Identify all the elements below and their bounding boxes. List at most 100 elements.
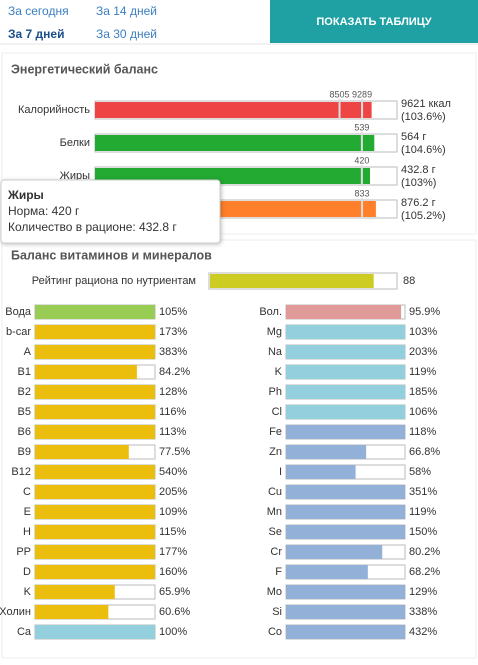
nutrient-percent: 177%	[159, 546, 187, 558]
nutrient-label: Cu	[268, 486, 282, 498]
energy-percent: (103.6%)	[401, 111, 446, 123]
nutrient-percent: 119%	[409, 366, 437, 378]
rating-bar	[210, 274, 374, 288]
nutrient-percent: 58%	[409, 466, 431, 478]
energy-percent: (104.6%)	[401, 144, 446, 156]
nutrient-percent: 105%	[159, 306, 187, 318]
nutrient-percent: 65.9%	[159, 586, 190, 598]
nutrient-bar	[286, 525, 405, 539]
nutrient-bar	[35, 345, 155, 359]
nutrient-label: B12	[11, 466, 31, 478]
energy-label: Жиры	[60, 170, 90, 182]
nutrient-percent: 540%	[159, 466, 187, 478]
nutrient-label: Ph	[269, 386, 282, 398]
energy-label: Белки	[60, 137, 90, 149]
nutrient-percent: 118%	[409, 426, 437, 438]
nutrient-bar	[286, 425, 405, 439]
rating-label: Рейтинг рациона по нутриентам	[32, 275, 196, 287]
energy-bar	[95, 102, 372, 118]
button-label[interactable]: ПОКАЗАТЬ ТАБЛИЦУ	[316, 16, 431, 28]
nutrient-label: B9	[18, 446, 31, 458]
nutrient-percent: 383%	[159, 346, 187, 358]
nutrient-label: B1	[18, 366, 31, 378]
nutrient-label: E	[24, 506, 31, 518]
nutrient-label: Se	[269, 526, 282, 538]
energy-bar	[95, 135, 375, 151]
energy-percent: (103%)	[401, 177, 436, 189]
nutrient-label: Вол.	[259, 306, 282, 318]
norm-label: 8505	[330, 89, 350, 99]
nutrient-label: Fe	[269, 426, 282, 438]
nutrient-bar	[286, 545, 383, 559]
nutrient-bar	[286, 385, 405, 399]
nutrient-percent: 100%	[159, 626, 187, 638]
energy-value: 432.8 г	[401, 164, 436, 176]
nutrient-label: Co	[268, 626, 282, 638]
nutrient-percent: 432%	[409, 626, 437, 638]
nutrient-label: Mg	[267, 326, 282, 338]
nutrient-label: C	[23, 486, 31, 498]
energy-title: Энергетический баланс	[11, 62, 158, 76]
nutrient-percent: 351%	[409, 486, 437, 498]
tab[interactable]: За 7 дней	[8, 27, 64, 41]
nutrient-bar	[286, 485, 405, 499]
energy-value: 876.2 г	[401, 197, 436, 209]
energy-percent: (105.2%)	[401, 210, 446, 222]
nutrient-label: Холин	[0, 606, 31, 618]
tooltip	[0, 179, 221, 244]
energy-value: 9621 ккал	[401, 98, 451, 110]
nutrient-bar	[35, 465, 155, 479]
tooltip-line: Норма: 420 г	[8, 204, 80, 218]
nutrient-percent: 129%	[409, 586, 437, 598]
energy-label: Калорийность	[18, 104, 90, 116]
tab[interactable]: За 14 дней	[96, 4, 157, 18]
energy-panel	[1, 52, 477, 235]
nutrient-percent: 185%	[409, 386, 437, 398]
nutrient-label: Mn	[267, 506, 282, 518]
nutrient-label: B6	[18, 426, 31, 438]
nutrient-bar	[286, 465, 356, 479]
nutrient-percent: 60.6%	[159, 606, 190, 618]
nutrient-bar	[35, 405, 155, 419]
nutrient-label: K	[24, 586, 32, 598]
nutrient-bar	[35, 585, 115, 599]
nutrient-label: PP	[16, 546, 31, 558]
tab[interactable]: За сегодня	[8, 4, 69, 18]
show-table-button[interactable]	[270, 0, 478, 43]
nutrient-bar	[286, 585, 405, 599]
nutrient-bar	[35, 365, 137, 379]
nutrient-bar	[286, 505, 405, 519]
nutrient-label: H	[23, 526, 31, 538]
nutrient-percent: 119%	[409, 506, 437, 518]
nutrient-label: Cr	[270, 546, 282, 558]
nutrient-bar	[35, 305, 155, 319]
nutrient-label: K	[275, 366, 283, 378]
nutrient-bar	[35, 325, 155, 339]
norm-label: 420	[354, 155, 369, 165]
nutrient-label: Ca	[17, 626, 32, 638]
nutrient-label: b-car	[6, 326, 31, 338]
nutrient-label: F	[275, 566, 282, 578]
nutrient-percent: 95.9%	[409, 306, 440, 318]
nutrient-percent: 115%	[159, 526, 187, 538]
norm-label: 833	[355, 188, 370, 198]
nutrient-label: Cl	[272, 406, 282, 418]
tab[interactable]: За 30 дней	[96, 27, 157, 41]
nutrient-label: B2	[18, 386, 31, 398]
norm-label: 539	[354, 122, 369, 132]
nutrient-percent: 80.2%	[409, 546, 440, 558]
norm-label: 9289	[352, 89, 372, 99]
nutrient-bar	[35, 625, 155, 639]
nutrient-bar	[286, 445, 367, 459]
nutrient-bar	[286, 365, 405, 379]
tooltip-title: Жиры	[7, 188, 44, 202]
nutrient-bar	[286, 305, 402, 319]
nutrient-percent: 116%	[159, 406, 187, 418]
nutrient-label: B5	[18, 406, 31, 418]
nutrient-label: I	[279, 466, 282, 478]
nutrient-percent: 68.2%	[409, 566, 440, 578]
nutrient-bar	[35, 445, 129, 459]
vitamins-title: Баланс витаминов и минералов	[11, 248, 212, 262]
